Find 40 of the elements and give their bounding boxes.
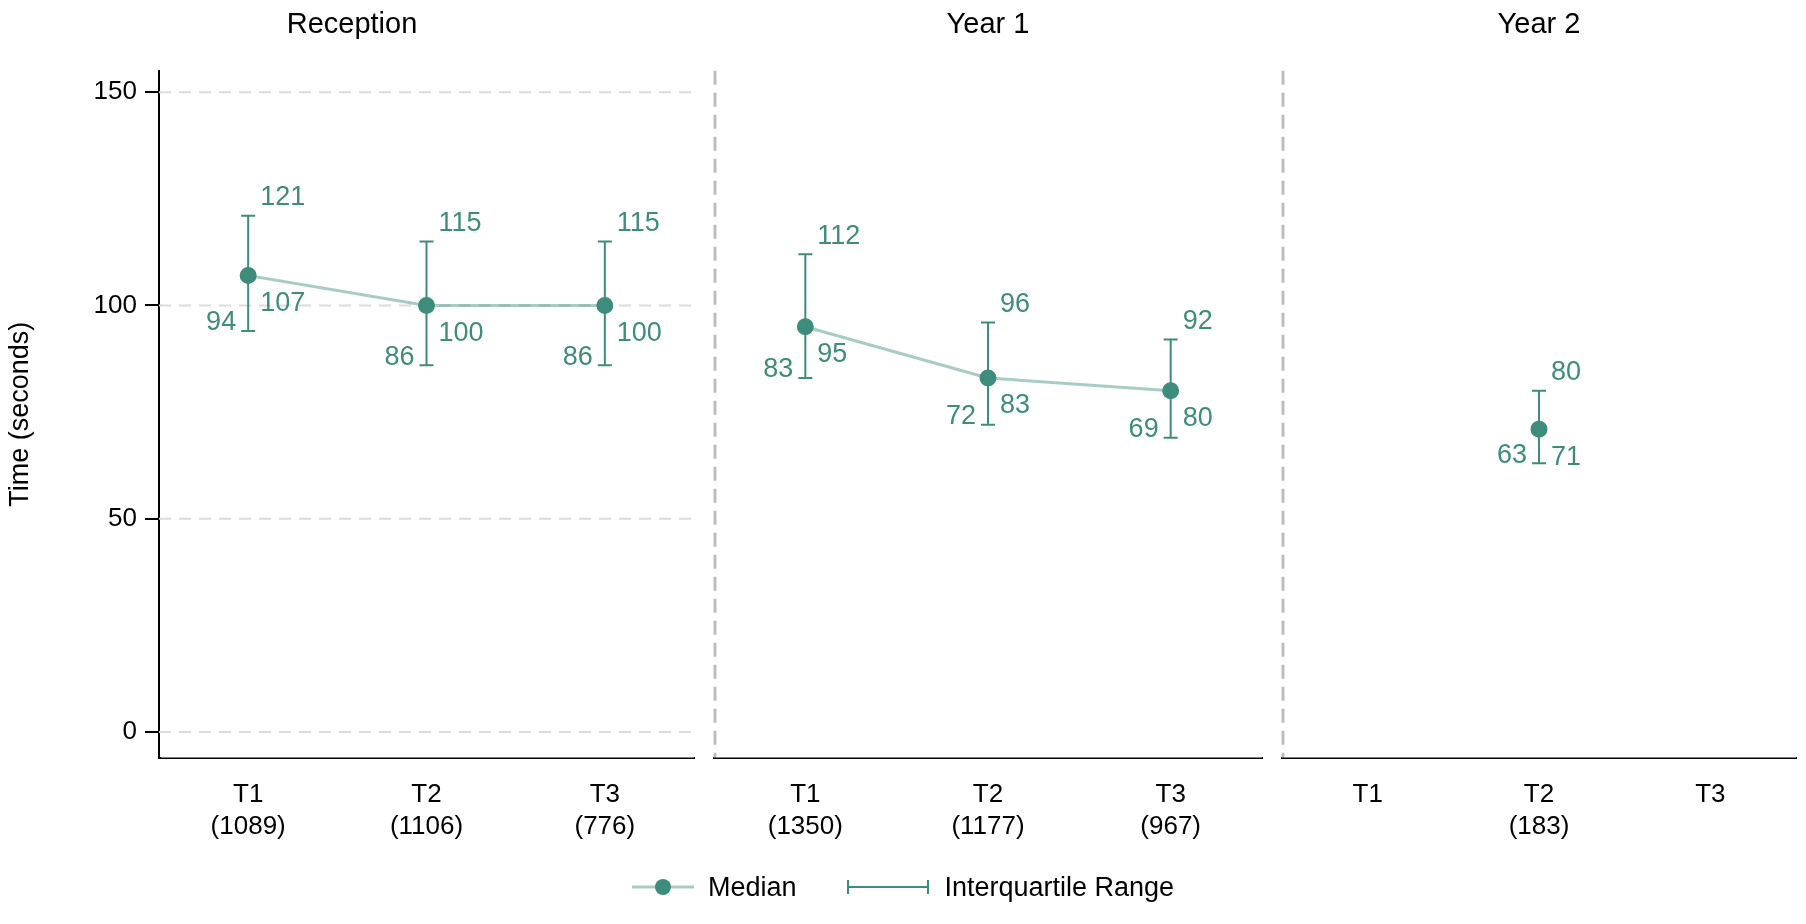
legend-label: Median [707, 871, 797, 903]
chart-title: Year 1 [946, 7, 1030, 40]
y-tick-label: 100 [93, 288, 137, 319]
annotation: 86 [384, 340, 415, 371]
data-label: 107 [260, 287, 306, 318]
y-axis-title: Time (seconds) [3, 321, 34, 507]
annotation: 92 [1182, 305, 1213, 335]
text: Interquartile Range [944, 871, 1175, 903]
y-tick-label: 0 [122, 715, 137, 746]
annotation: 80 [1551, 356, 1582, 387]
x-tick-label: T1 [1352, 778, 1383, 809]
data-label: 100 [616, 316, 662, 347]
data-label: 71 [1551, 440, 1582, 471]
x-tick-label: T3 (776) [574, 778, 636, 840]
annotation: 86 [562, 340, 593, 371]
x-tick-label: T2 (183) [1508, 778, 1570, 840]
data-label: 95 [817, 338, 848, 369]
annotation: 63 [1496, 438, 1527, 469]
annotation: 112 [817, 219, 861, 250]
annotation: 121 [260, 181, 306, 212]
x-tick-label: T1 (1350) [767, 778, 843, 840]
annotation: 94 [206, 306, 237, 337]
x-tick-label: T1 (1089) [210, 778, 286, 840]
x-tick-label: T2 (1177) [951, 778, 1025, 840]
y-tick-label: 150 [93, 75, 137, 106]
annotation: 115 [616, 206, 660, 237]
x-tick-label: T2 (1106) [389, 778, 464, 840]
annotation: 96 [1000, 287, 1031, 318]
x-tick-label: T3 (967) [1140, 778, 1202, 840]
chart-title: Reception [286, 7, 418, 40]
data-label: 100 [438, 316, 484, 347]
chart-title: Year 2 [1497, 7, 1581, 40]
data-label: 80 [1182, 402, 1213, 433]
y-tick-label: 50 [108, 501, 137, 532]
annotation: 83 [763, 353, 794, 384]
annotation: 115 [438, 206, 482, 237]
annotation: 72 [945, 400, 976, 431]
data-label: 83 [1000, 389, 1031, 420]
annotation: 69 [1128, 413, 1159, 444]
x-tick-label: T3 [1695, 778, 1726, 809]
